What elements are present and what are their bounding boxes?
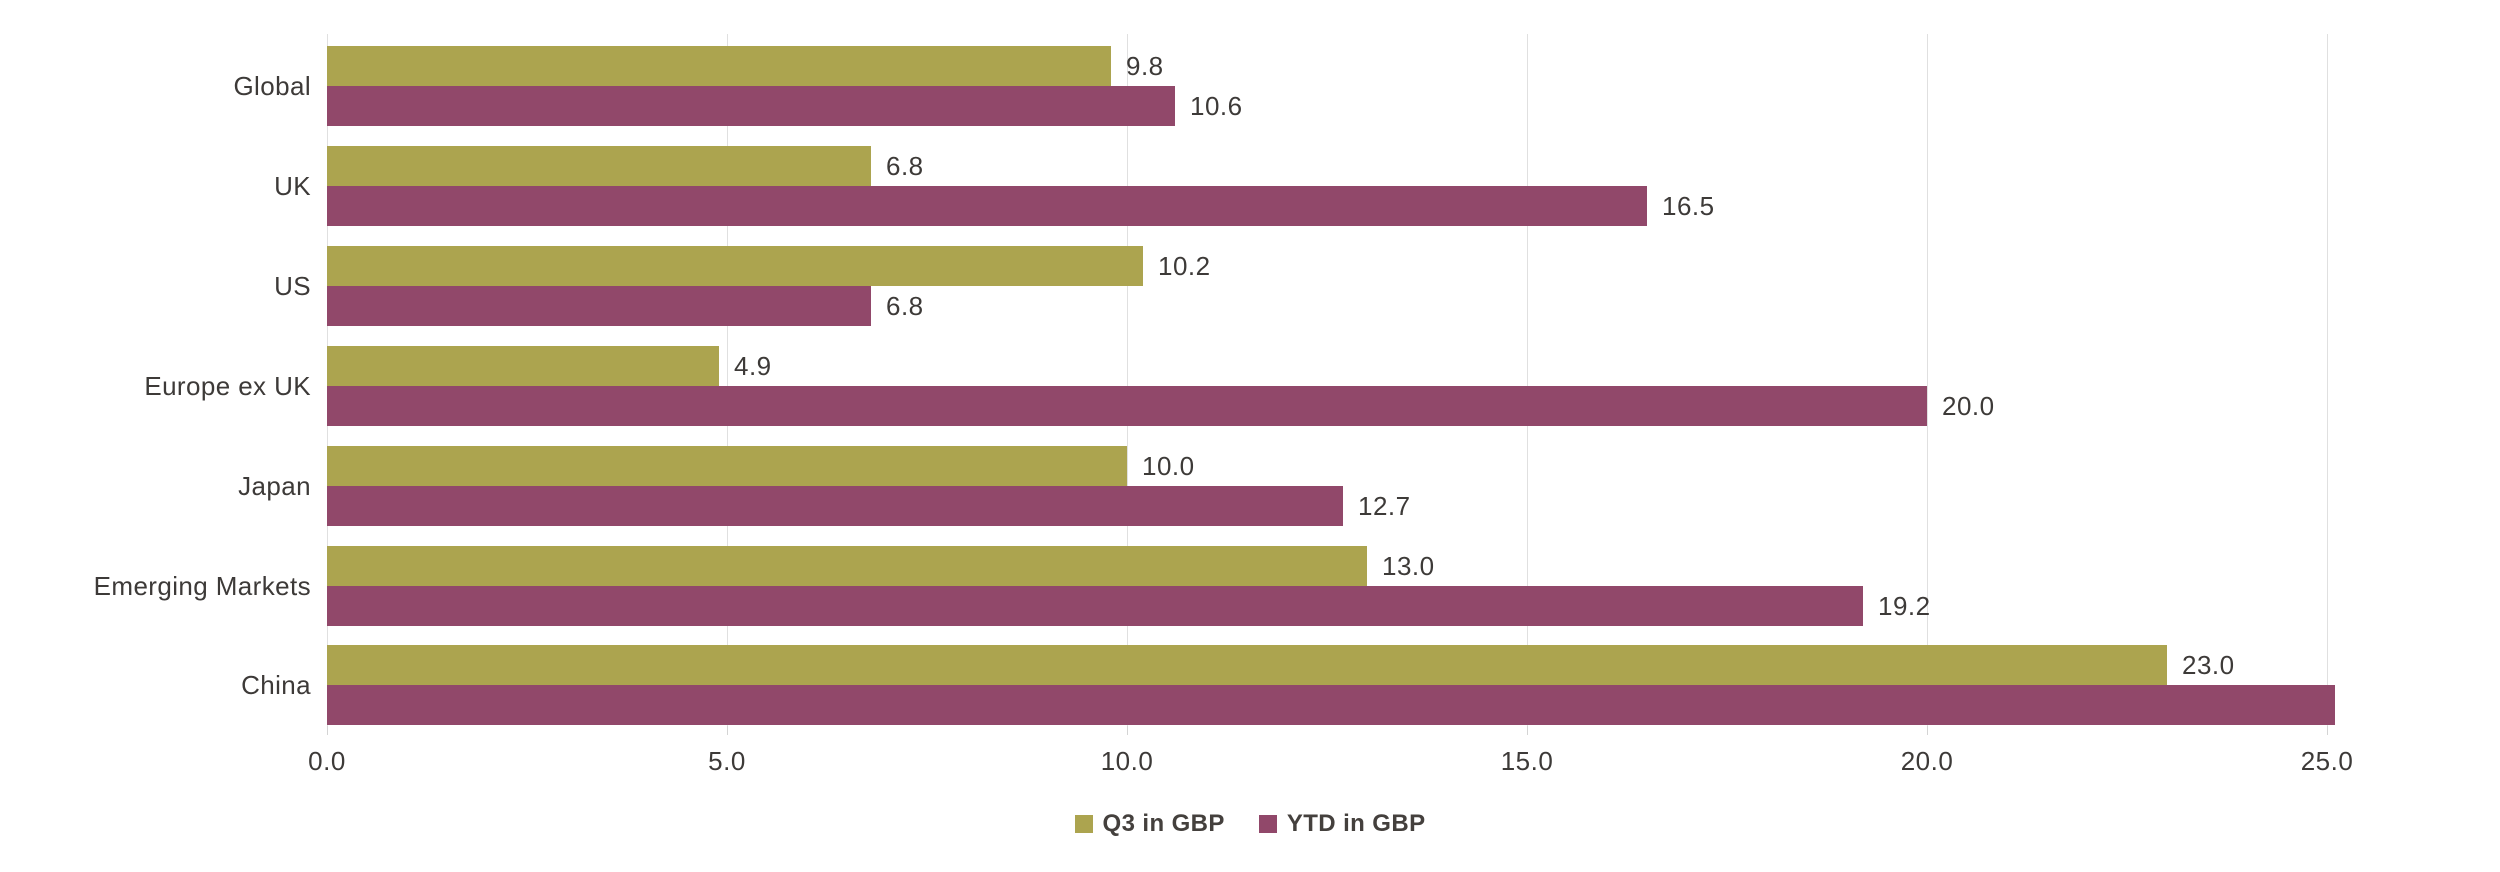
legend-item-ytd-in-gbp: YTD in GBP — [1258, 810, 1426, 838]
value-label-ytd-in-gbp-emerging-markets: 19.2 — [1878, 590, 1931, 621]
gridline — [2327, 34, 2328, 726]
bar-ytd-in-gbp-global — [327, 86, 1175, 126]
gridline — [1527, 34, 1528, 726]
x-tick-label: 10.0 — [1100, 746, 1154, 776]
axis-tick-mark — [727, 726, 728, 735]
y-axis-label-global: Global — [233, 71, 311, 101]
value-label-q3-in-gbp-uk: 6.8 — [886, 150, 924, 181]
bar-ytd-in-gbp-europe-ex-uk — [327, 385, 1927, 426]
gridline — [1927, 34, 1928, 726]
bar-q3-in-gbp-china — [327, 645, 2167, 686]
legend: Q3 in GBP YTD in GBP — [0, 804, 2500, 844]
y-axis-labels: Global UK US Europe ex UK Japan Emerging Mark… — [0, 34, 311, 726]
value-label-ytd-in-gbp-us: 6.8 — [886, 290, 924, 321]
bar-q3-in-gbp-europe-ex-uk — [327, 345, 719, 386]
legend-swatch-icon — [1258, 815, 1277, 833]
bar-ytd-in-gbp-us — [327, 285, 871, 326]
x-tick-label: 5.0 — [708, 746, 746, 776]
value-label-ytd-in-gbp-global: 10.6 — [1190, 91, 1243, 121]
bar-ytd-in-gbp-china — [327, 685, 2335, 726]
plot-area: 9.8 10.6 6.8 16.5 10.2 6.8 4.9 20.0 10.0 12.7 13.0… — [327, 34, 2339, 726]
axis-tick-mark — [1927, 726, 1928, 735]
x-tick-label: 20.0 — [1900, 746, 1954, 776]
axis-tick-mark — [2327, 726, 2328, 735]
value-label-q3-in-gbp-japan: 10.0 — [1142, 450, 1195, 481]
y-axis-label-emerging-markets: Emerging Markets — [93, 570, 311, 601]
y-axis-label-europe-ex-uk: Europe ex UK — [144, 370, 311, 401]
value-label-q3-in-gbp-europe-ex-uk: 4.9 — [734, 350, 772, 381]
bar-ytd-in-gbp-japan — [327, 485, 1343, 526]
bar-q3-in-gbp-us — [327, 245, 1143, 286]
y-axis-label-japan: Japan — [238, 470, 311, 501]
legend-swatch-icon — [1074, 815, 1093, 833]
bar-q3-in-gbp-emerging-markets — [327, 545, 1367, 586]
value-label-ytd-in-gbp-europe-ex-uk: 20.0 — [1942, 390, 1995, 421]
value-label-q3-in-gbp-global: 9.8 — [1126, 51, 1164, 81]
axis-tick-mark — [1127, 726, 1128, 735]
legend-label: YTD in GBP — [1286, 810, 1426, 837]
value-label-q3-in-gbp-china: 23.0 — [2182, 650, 2235, 681]
legend-item-q3-in-gbp: Q3 in GBP — [1074, 810, 1225, 838]
bar-q3-in-gbp-global — [327, 46, 1111, 86]
value-label-q3-in-gbp-emerging-markets: 13.0 — [1382, 550, 1435, 581]
value-label-ytd-in-gbp-japan: 12.7 — [1358, 490, 1411, 521]
y-axis-label-china: China — [241, 670, 311, 701]
value-label-ytd-in-gbp-uk: 16.5 — [1662, 190, 1715, 221]
x-tick-label: 0.0 — [308, 746, 346, 776]
x-tick-label: 15.0 — [1500, 746, 1554, 776]
y-axis-label-uk: UK — [274, 170, 311, 201]
bar-q3-in-gbp-uk — [327, 145, 871, 186]
gridline — [727, 34, 728, 726]
value-label-q3-in-gbp-us: 10.2 — [1158, 250, 1211, 281]
bar-ytd-in-gbp-uk — [327, 185, 1647, 226]
axis-tick-mark — [327, 726, 328, 735]
y-axis-label-us: US — [274, 270, 311, 301]
gridline — [1127, 34, 1128, 726]
bar-ytd-in-gbp-emerging-markets — [327, 585, 1863, 626]
axis-tick-mark — [1527, 726, 1528, 735]
x-tick-label: 25.0 — [2300, 746, 2354, 776]
legend-label: Q3 in GBP — [1102, 810, 1225, 837]
bar-q3-in-gbp-japan — [327, 445, 1127, 486]
